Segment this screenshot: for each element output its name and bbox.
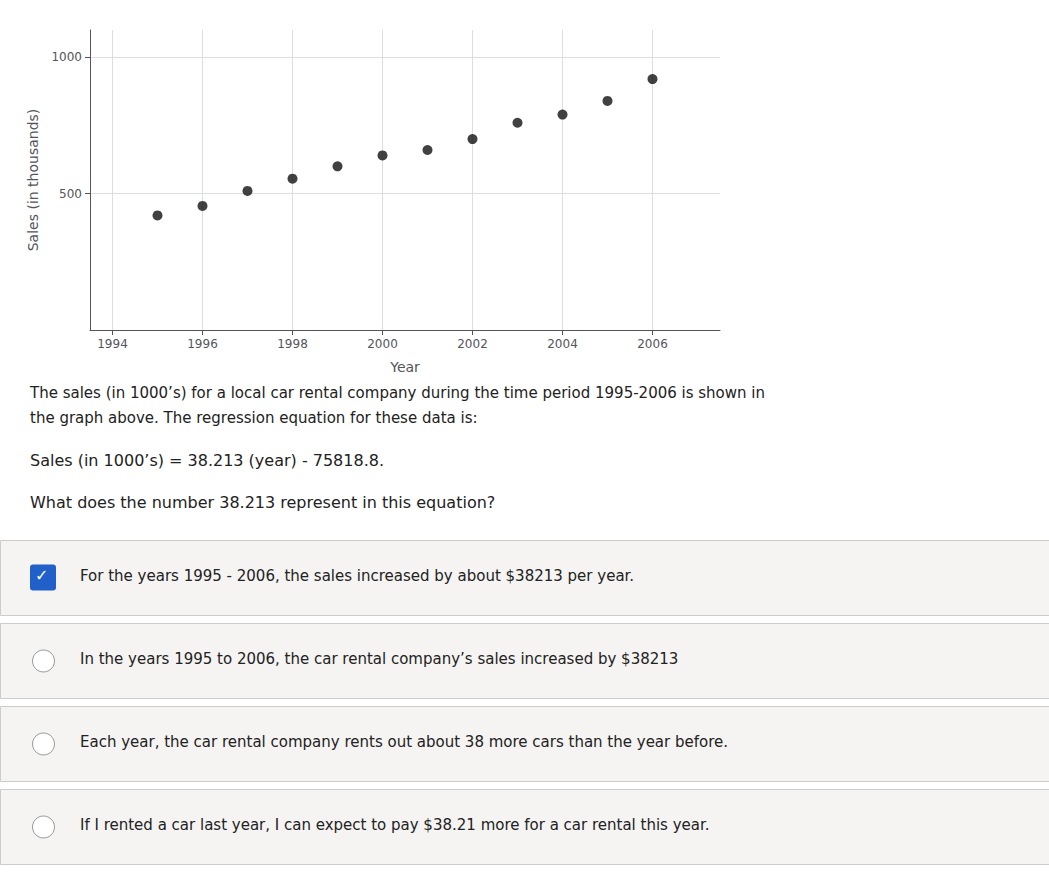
- svg-text:1000: 1000: [51, 50, 82, 64]
- svg-text:500: 500: [59, 187, 82, 201]
- svg-text:Sales (in 1000’s) = 38.213 (ye: Sales (in 1000’s) = 38.213 (year) - 7581…: [30, 451, 384, 470]
- svg-text:1998: 1998: [277, 337, 308, 351]
- svg-text:✓: ✓: [35, 566, 48, 585]
- svg-text:If I rented a car last year, I: If I rented a car last year, I can expec…: [80, 816, 710, 834]
- svg-text:2004: 2004: [547, 337, 578, 351]
- svg-text:Sales (in thousands): Sales (in thousands): [25, 109, 41, 252]
- svg-text:1996: 1996: [187, 337, 218, 351]
- svg-text:the graph above. The regressio: the graph above. The regression equation…: [30, 409, 478, 427]
- svg-text:2002: 2002: [457, 337, 488, 351]
- svg-text:2006: 2006: [637, 337, 668, 351]
- svg-text:The sales (in 1000’s) for a lo: The sales (in 1000’s) for a local car re…: [29, 384, 765, 402]
- svg-text:1994: 1994: [97, 337, 128, 351]
- svg-text:For the years 1995 - 2006, the: For the years 1995 - 2006, the sales inc…: [80, 567, 634, 585]
- svg-text:2000: 2000: [367, 337, 398, 351]
- svg-text:What does the number 38.213 re: What does the number 38.213 represent in…: [30, 493, 495, 512]
- svg-text:In the years 1995 to 2006, the: In the years 1995 to 2006, the car renta…: [80, 650, 678, 668]
- svg-text:Year: Year: [389, 359, 420, 375]
- svg-text:Each year, the car rental comp: Each year, the car rental company rents …: [80, 733, 728, 751]
